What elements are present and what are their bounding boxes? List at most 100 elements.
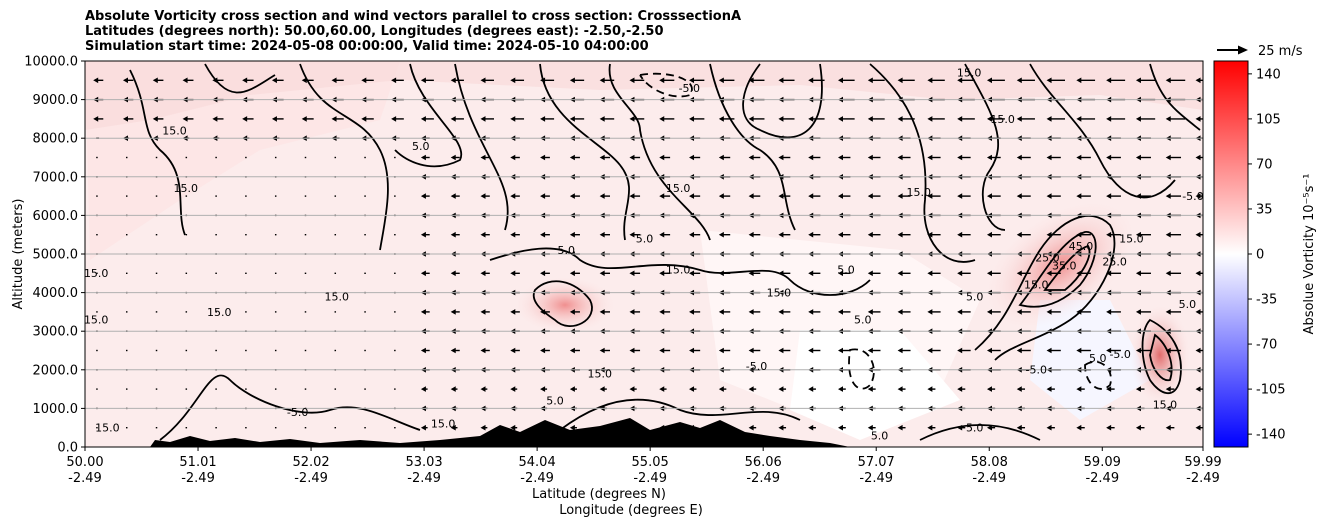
wind-vector-head — [659, 424, 665, 431]
wind-vector-head — [897, 386, 903, 392]
wind-vector-head — [1195, 154, 1201, 161]
contour-label: 15.0 — [957, 66, 982, 79]
x-tick-label-lon: -2.49 — [68, 471, 102, 486]
wind-vector-head — [867, 231, 873, 238]
wind-vector-head — [629, 154, 635, 161]
wind-vector-head — [897, 116, 903, 122]
contour-label: 15.0 — [990, 113, 1015, 126]
wind-vector-head — [450, 77, 456, 84]
y-tick-label: 5000.0 — [33, 248, 79, 263]
wind-vector-head — [897, 154, 903, 161]
wind-vector-head — [569, 386, 575, 392]
y-tick-label: 10000.0 — [24, 55, 78, 70]
wind-vector-head — [986, 231, 992, 238]
wind-vector-head — [182, 77, 188, 84]
wind-vector-head — [510, 154, 516, 161]
contour-label: 5.0 — [966, 422, 984, 435]
wind-vector-head — [569, 116, 575, 122]
wind-vector-head — [1046, 116, 1052, 122]
wind-vector-head — [957, 309, 963, 315]
wind-vector-head — [897, 347, 903, 354]
wind-vector-head — [927, 424, 933, 431]
y-tick-label: 7000.0 — [33, 170, 79, 185]
wind-vector-head — [1046, 270, 1052, 277]
wind-vector-head — [420, 77, 426, 84]
wind-vector-head — [420, 386, 426, 392]
y-tick-label: 3000.0 — [33, 325, 79, 340]
wind-vector-head — [1135, 231, 1141, 238]
y-tick-label: 6000.0 — [33, 209, 79, 224]
wind-vector-head — [122, 116, 128, 122]
wind-vector-head — [718, 386, 724, 392]
wind-vector-head — [838, 386, 844, 392]
wind-vector-head — [957, 231, 963, 238]
wind-vector-head — [1076, 193, 1082, 199]
wind-vector-head — [1195, 386, 1201, 392]
x-tick-label-lon: -2.49 — [294, 471, 328, 486]
wind-vector-head — [897, 231, 903, 238]
x-tick-label: 55.05 — [632, 455, 669, 470]
wind-vector-head — [93, 116, 99, 122]
wind-vector-head — [540, 154, 546, 161]
wind-vector-head — [986, 424, 992, 431]
wind-vector-head — [689, 347, 695, 354]
wind-vector-head — [540, 116, 546, 122]
wind-vector-head — [301, 77, 307, 84]
wind-vector-head — [1046, 77, 1052, 84]
wind-vector-head — [1076, 231, 1082, 238]
vorticity-max-upper — [984, 201, 1136, 329]
wind-vector-head — [450, 386, 456, 392]
wind-key: 25 m/s — [1217, 44, 1303, 59]
contour-label: 15.0 — [84, 313, 109, 326]
wind-vector-head — [599, 231, 605, 238]
wind-vector-head — [748, 231, 754, 238]
contour-label: 5.0 — [1179, 298, 1197, 311]
wind-vector-head — [689, 154, 695, 161]
wind-vector-head — [599, 77, 605, 84]
wind-vector-head — [599, 154, 605, 161]
wind-vector-head — [689, 270, 695, 277]
contour-label: 15.0 — [666, 182, 691, 195]
colorbar-tick-label: -70 — [1256, 338, 1277, 353]
wind-vector-head — [1165, 386, 1171, 392]
title-line-3: Simulation start time: 2024-05-08 00:00:… — [85, 39, 649, 54]
wind-vector-head — [1106, 424, 1112, 431]
wind-vector-head — [1016, 270, 1022, 277]
wind-vector-head — [629, 116, 635, 122]
wind-vector-head — [659, 386, 665, 392]
contour-label: 5.0 — [966, 290, 984, 303]
contour-label: 15.0 — [666, 263, 691, 276]
colorbar: 140 105 70 35 0 -35 -70 -105 -140 Absolue Vortic… — [1213, 60, 1317, 448]
wind-vector-head — [927, 386, 933, 392]
wind-vector-head — [867, 386, 873, 392]
contour-label: 15.0 — [173, 182, 198, 195]
wind-vector-head — [718, 424, 724, 431]
wind-vector-head — [718, 116, 724, 122]
wind-vector-head — [1046, 347, 1052, 354]
wind-vector-head — [748, 386, 754, 392]
wind-vector-head — [480, 77, 486, 84]
wind-vector-head — [629, 193, 635, 199]
field-patch — [85, 61, 1203, 130]
wind-vector-head — [1046, 386, 1052, 392]
contour-line — [129, 69, 186, 236]
wind-vector-head — [689, 231, 695, 238]
contour-label: 15.0 — [95, 422, 120, 435]
wind-vector-head — [420, 116, 426, 122]
wind-vector-head — [450, 424, 456, 431]
wind-vector-head — [510, 270, 516, 277]
wind-vector-head — [1046, 193, 1052, 199]
x-tick-label-lon: -2.49 — [520, 471, 554, 486]
wind-vector-head — [838, 231, 844, 238]
wind-vector-head — [748, 270, 754, 277]
wind-vector-head — [986, 386, 992, 392]
wind-vector-head — [1016, 231, 1022, 238]
contour-label: -5.0 — [287, 406, 308, 419]
contour-line — [608, 63, 711, 241]
wind-vector-head — [450, 116, 456, 122]
contour-label: 5.0 — [1089, 352, 1107, 365]
x-tick-label: 56.06 — [745, 455, 782, 470]
title-line-2: Latitudes (degrees north): 50.00,60.00, … — [85, 24, 664, 39]
wind-vector-head — [629, 231, 635, 238]
contour-line — [919, 424, 1041, 441]
